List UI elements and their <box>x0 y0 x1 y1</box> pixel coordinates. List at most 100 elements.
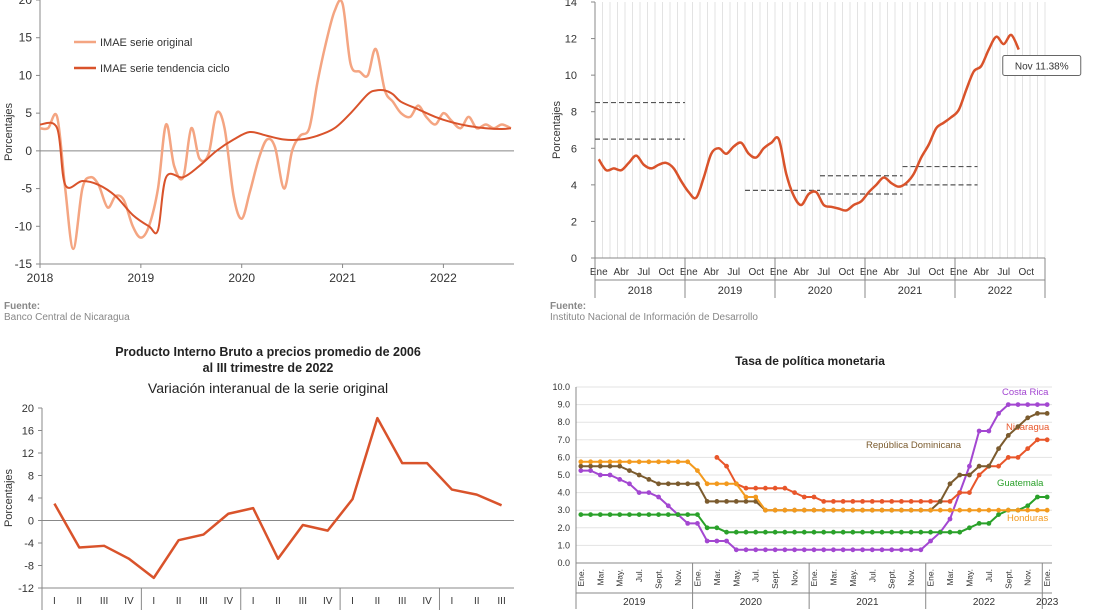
tpm-point <box>714 499 720 504</box>
x-tick-label: III <box>100 596 108 607</box>
x-tick-label: I <box>252 596 255 607</box>
x-month-label: May. <box>964 569 974 587</box>
x-tick-label: IV <box>224 596 234 607</box>
tpm-point <box>937 507 943 513</box>
tpm-point <box>908 547 914 553</box>
x-month-label: Sept. <box>770 569 780 589</box>
tpm-point <box>724 481 729 487</box>
tpm-point <box>986 521 992 526</box>
tpm-point <box>588 512 593 517</box>
tpm-point <box>636 459 642 465</box>
tpm-point <box>1015 424 1021 429</box>
imae-chart: -15 -10 -5 0 5 10 15 20 2018 2019 2020 2021 2022 Porc… <box>3 0 514 285</box>
tpm-point <box>704 499 710 504</box>
tpm-point <box>986 507 992 513</box>
tpm-point <box>597 472 603 478</box>
tpm-point <box>782 529 788 535</box>
x-month-label: Jul <box>727 267 740 278</box>
y-tick-label: -5 <box>21 182 32 196</box>
y-tick-label: 20 <box>22 403 34 415</box>
tpm-point <box>821 529 827 535</box>
x-month-label: Mar. <box>712 569 722 586</box>
tpm-point <box>811 547 817 553</box>
x-month-label: May. <box>615 569 625 587</box>
tpm-point <box>685 512 691 517</box>
tpm-point <box>772 547 778 553</box>
x-tick-label: III <box>398 596 406 607</box>
tpm-point <box>889 507 895 513</box>
tpm-point <box>724 529 729 535</box>
legend-label-1: IMAE serie original <box>100 37 192 49</box>
tpm-point <box>695 512 700 517</box>
tpm-point <box>947 499 953 504</box>
x-tick-label: IV <box>422 596 432 607</box>
tpm-point <box>743 547 749 553</box>
tpm-point <box>588 468 593 473</box>
tpm-point <box>597 512 603 517</box>
tpm-point <box>646 512 652 517</box>
tpm-point <box>928 538 933 544</box>
tpm-point <box>957 507 963 513</box>
x-year-label: 2019 <box>718 285 742 297</box>
tpm-point <box>996 463 1001 469</box>
tpm-point <box>996 411 1001 416</box>
tpm-point <box>743 494 749 500</box>
tpm-point <box>675 481 681 487</box>
series-label-4: Guatemala <box>997 478 1044 489</box>
tpm-point <box>967 525 972 531</box>
tpm-point <box>636 490 642 495</box>
tpm-point <box>627 481 632 487</box>
tpm-point <box>656 459 661 465</box>
tpm-point <box>617 477 623 482</box>
tpm-point <box>918 507 924 513</box>
tpm-point <box>1005 402 1011 407</box>
tpm-point <box>627 512 632 517</box>
tpm-point <box>665 481 671 487</box>
tpm-point <box>578 463 584 469</box>
y-tick-label: -15 <box>15 257 33 271</box>
x-tick-label: II <box>375 596 381 607</box>
x-month-label: May. <box>848 569 858 587</box>
y-tick-label: -4 <box>24 538 34 550</box>
y-tick-label: -12 <box>18 583 34 595</box>
y-tick-label: 9.0 <box>557 400 570 410</box>
y-tick-label: 10 <box>565 70 577 82</box>
x-month-label: Ene. <box>1042 569 1052 587</box>
tpm-point <box>850 499 856 504</box>
tpm-point <box>1025 446 1031 451</box>
y-tick-label: -8 <box>24 561 34 573</box>
tpm-point <box>840 529 846 535</box>
tpm-point <box>937 529 943 535</box>
tpm-point <box>627 468 632 473</box>
x-tick-label: I <box>351 596 354 607</box>
chart-subtitle: Variación interanual de la serie origina… <box>148 380 388 396</box>
x-year-label: 2021 <box>898 285 922 297</box>
x-tick-label: 2022 <box>430 271 457 285</box>
tpm-point <box>840 547 846 553</box>
y-tick-label: 8 <box>28 471 34 483</box>
tpm-point <box>588 459 593 465</box>
tpm-point <box>636 472 642 478</box>
source-left-text: Banco Central de Nicaragua <box>4 312 130 323</box>
x-tick-label: II <box>474 596 480 607</box>
tpm-point <box>646 477 652 482</box>
x-tick-label: II <box>76 596 82 607</box>
tpm-point <box>879 547 885 553</box>
tpm-point <box>578 512 584 517</box>
tpm-point <box>889 499 895 504</box>
x-month-label: Ene. <box>576 569 586 587</box>
tpm-point <box>656 512 661 517</box>
tpm-point <box>1005 455 1011 460</box>
tpm-point <box>967 463 972 469</box>
tpm-point <box>918 529 924 535</box>
tpm-point <box>860 499 865 504</box>
y-tick-label: 15 <box>19 31 33 45</box>
x-month-label: Ene. <box>809 569 819 587</box>
tpm-point <box>899 547 904 553</box>
tpm-point <box>578 468 584 473</box>
tpm-point <box>753 494 759 500</box>
y-tick-label: 6.0 <box>557 452 570 462</box>
y-tick-label: 5 <box>25 106 32 120</box>
tpm-point <box>1025 507 1031 513</box>
tpm-point <box>1035 507 1040 513</box>
